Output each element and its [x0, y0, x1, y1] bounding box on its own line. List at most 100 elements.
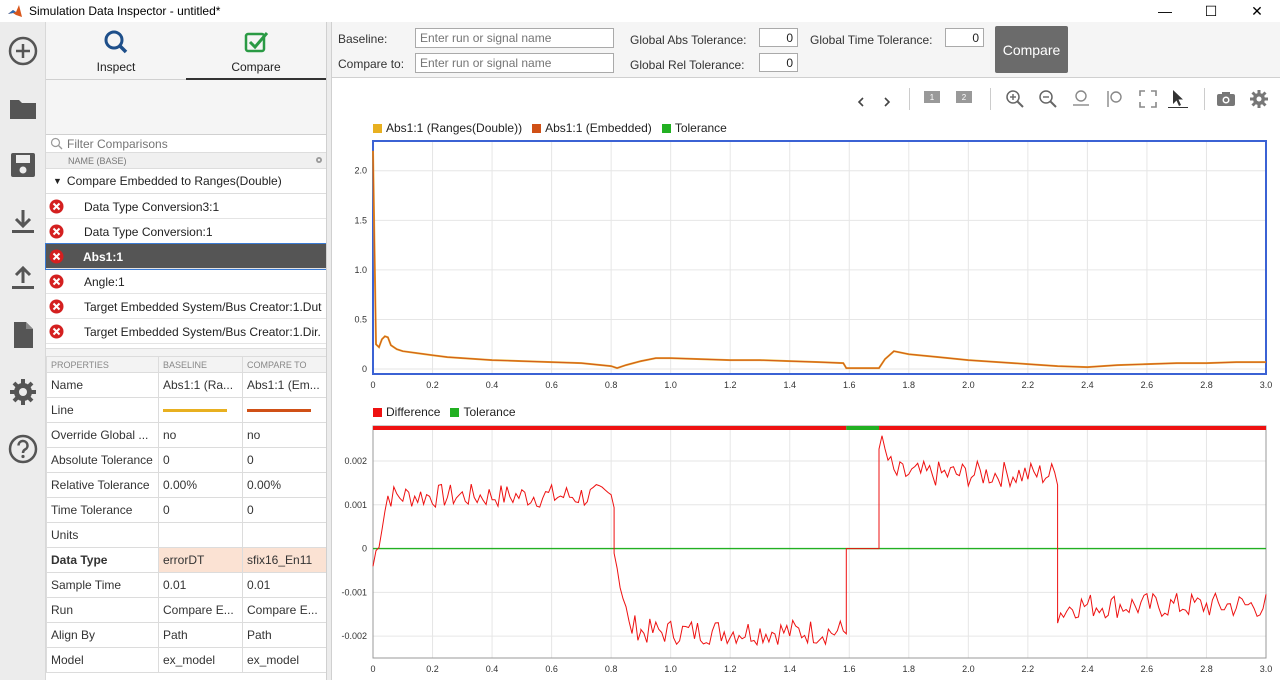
zoom-in-icon[interactable] [1005, 89, 1025, 109]
x-tick-label: 0.4 [486, 380, 499, 390]
panel-splitter[interactable] [46, 348, 326, 356]
minimize-button[interactable]: — [1158, 3, 1172, 19]
list-item-label: Target Embedded System/Bus Creator:1.Dir… [84, 325, 321, 339]
compare-value: Abs1:1 (Em... [242, 372, 327, 398]
snapshot-icon[interactable] [1216, 89, 1236, 109]
table-row: Absolute Tolerance 0 0 [46, 447, 327, 473]
layout-2-icon[interactable]: 2 [954, 88, 974, 108]
table-row: Sample Time 0.01 0.01 [46, 572, 327, 598]
y-tick-label: 0.002 [344, 456, 367, 466]
legend-item-compare[interactable]: Abs1:1 (Embedded) [532, 121, 652, 135]
close-button[interactable]: ✕ [1251, 2, 1263, 19]
legend-item-tolerance[interactable]: Tolerance [450, 405, 516, 419]
help-icon[interactable] [7, 433, 39, 465]
property-name: Absolute Tolerance [46, 447, 159, 473]
x-tick-label: 1.0 [664, 664, 677, 674]
list-item-label: Data Type Conversion3:1 [84, 200, 220, 214]
settings-icon[interactable] [1249, 89, 1269, 109]
baseline-value[interactable]: no [158, 422, 243, 448]
list-item[interactable]: Target Embedded System/Bus Creator:1.Dut [46, 294, 326, 319]
bottom-plot-legend: Difference Tolerance [373, 405, 526, 419]
x-tick-label: 3.0 [1260, 664, 1273, 674]
compare-value[interactable]: no [242, 422, 327, 448]
toolbar-separator [990, 88, 991, 110]
x-tick-label: 1.8 [903, 380, 916, 390]
rel-tolerance-input[interactable] [759, 53, 798, 72]
legend-item-difference[interactable]: Difference [373, 405, 440, 419]
mismatch-icon [49, 249, 64, 264]
list-item[interactable]: Angle:1 [46, 269, 326, 294]
vertical-splitter[interactable] [326, 22, 332, 680]
x-tick-label: 0.6 [545, 380, 558, 390]
y-tick-label: 0 [362, 544, 367, 554]
list-item[interactable]: Data Type Conversion:1 [46, 219, 326, 244]
maximize-button[interactable]: ☐ [1204, 2, 1218, 19]
baseline-value[interactable]: 0 [158, 497, 243, 523]
x-tick-label: 1.8 [903, 664, 916, 674]
x-tick-label: 2.8 [1200, 380, 1213, 390]
fit-to-view-icon[interactable] [1138, 89, 1158, 109]
tolerance-status-bar [879, 426, 1266, 430]
property-name: Run [46, 597, 159, 623]
baseline-value[interactable]: 0 [158, 447, 243, 473]
preferences-gear-icon[interactable] [7, 376, 39, 408]
new-session-icon[interactable] [7, 35, 39, 67]
list-item-label: Data Type Conversion:1 [84, 225, 213, 239]
legend-item-tolerance[interactable]: Tolerance [661, 121, 727, 135]
layout-1-icon[interactable]: 1 [922, 88, 942, 108]
save-icon[interactable] [7, 149, 39, 181]
baseline-value[interactable]: 0.00% [158, 472, 243, 498]
signal-list: Data Type Conversion3:1 Data Type Conver… [45, 194, 327, 344]
zoom-x-icon[interactable] [1105, 89, 1125, 109]
compare-value: Compare E... [242, 597, 327, 623]
table-row: Units [46, 522, 327, 548]
legend-item-baseline[interactable]: Abs1:1 (Ranges(Double)) [373, 121, 522, 135]
column-settings-gear-icon[interactable] [314, 155, 324, 165]
list-item[interactable]: Target Embedded System/Bus Creator:1.Dir… [46, 319, 326, 344]
x-tick-label: 2.6 [1141, 664, 1154, 674]
baseline-line-swatch[interactable] [158, 397, 243, 423]
table-row: Run Compare E... Compare E... [46, 597, 327, 623]
filter-bar [46, 135, 326, 153]
collapse-chevron-icon[interactable]: ▼ [53, 176, 62, 186]
tolerance-status-bar [373, 426, 847, 430]
forward-icon[interactable] [877, 92, 897, 112]
list-item-selected[interactable]: Abs1:1 [45, 243, 327, 270]
x-tick-label: 1.2 [724, 664, 737, 674]
svg-text:2: 2 [962, 93, 967, 102]
back-icon[interactable] [851, 92, 871, 112]
compare-button[interactable]: Compare [995, 26, 1068, 73]
property-name: Data Type [46, 547, 159, 573]
compare-signal-line [372, 150, 1266, 369]
filter-input[interactable] [67, 136, 307, 151]
plots-canvas[interactable]: 0 0.2 0.4 0.6 0.8 1.0 1.2 1.4 1.6 1.8 2.0 2.2 2.4 2.6… [332, 78, 1280, 680]
baseline-input[interactable] [415, 28, 614, 48]
baseline-value: Abs1:1 (Ra... [158, 372, 243, 398]
compare-value[interactable]: 0.00% [242, 472, 327, 498]
tab-compare[interactable]: Compare [186, 22, 326, 80]
comparison-panel: Inspect Compare NAME (BASE) ▼ Compare Em… [45, 22, 327, 680]
mismatch-icon [49, 274, 64, 289]
compare-line-swatch[interactable] [242, 397, 327, 423]
export-icon[interactable] [7, 262, 39, 294]
compare-to-input[interactable] [415, 53, 614, 73]
abs-tolerance-input[interactable] [759, 28, 798, 47]
cursor-icon[interactable] [1168, 88, 1188, 108]
open-folder-icon[interactable] [7, 92, 39, 124]
compare-value[interactable]: 0 [242, 447, 327, 473]
time-tolerance-input[interactable] [945, 28, 984, 47]
time-tolerance-label: Global Time Tolerance: [810, 33, 933, 47]
table-row: Relative Tolerance 0.00% 0.00% [46, 472, 327, 498]
mismatch-icon [49, 299, 64, 314]
comparison-group[interactable]: ▼ Compare Embedded to Ranges(Double) [46, 169, 326, 194]
report-icon[interactable] [7, 319, 39, 351]
list-item[interactable]: Data Type Conversion3:1 [46, 194, 326, 219]
tolerance-status-bar [846, 426, 880, 430]
zoom-out-icon[interactable] [1038, 89, 1058, 109]
table-row: Name Abs1:1 (Ra... Abs1:1 (Em... [46, 372, 327, 398]
tab-inspect[interactable]: Inspect [46, 22, 186, 80]
zoom-y-icon[interactable] [1071, 89, 1091, 109]
compare-value[interactable]: 0 [242, 497, 327, 523]
import-icon[interactable] [7, 206, 39, 238]
tab-inspect-label: Inspect [96, 60, 136, 74]
